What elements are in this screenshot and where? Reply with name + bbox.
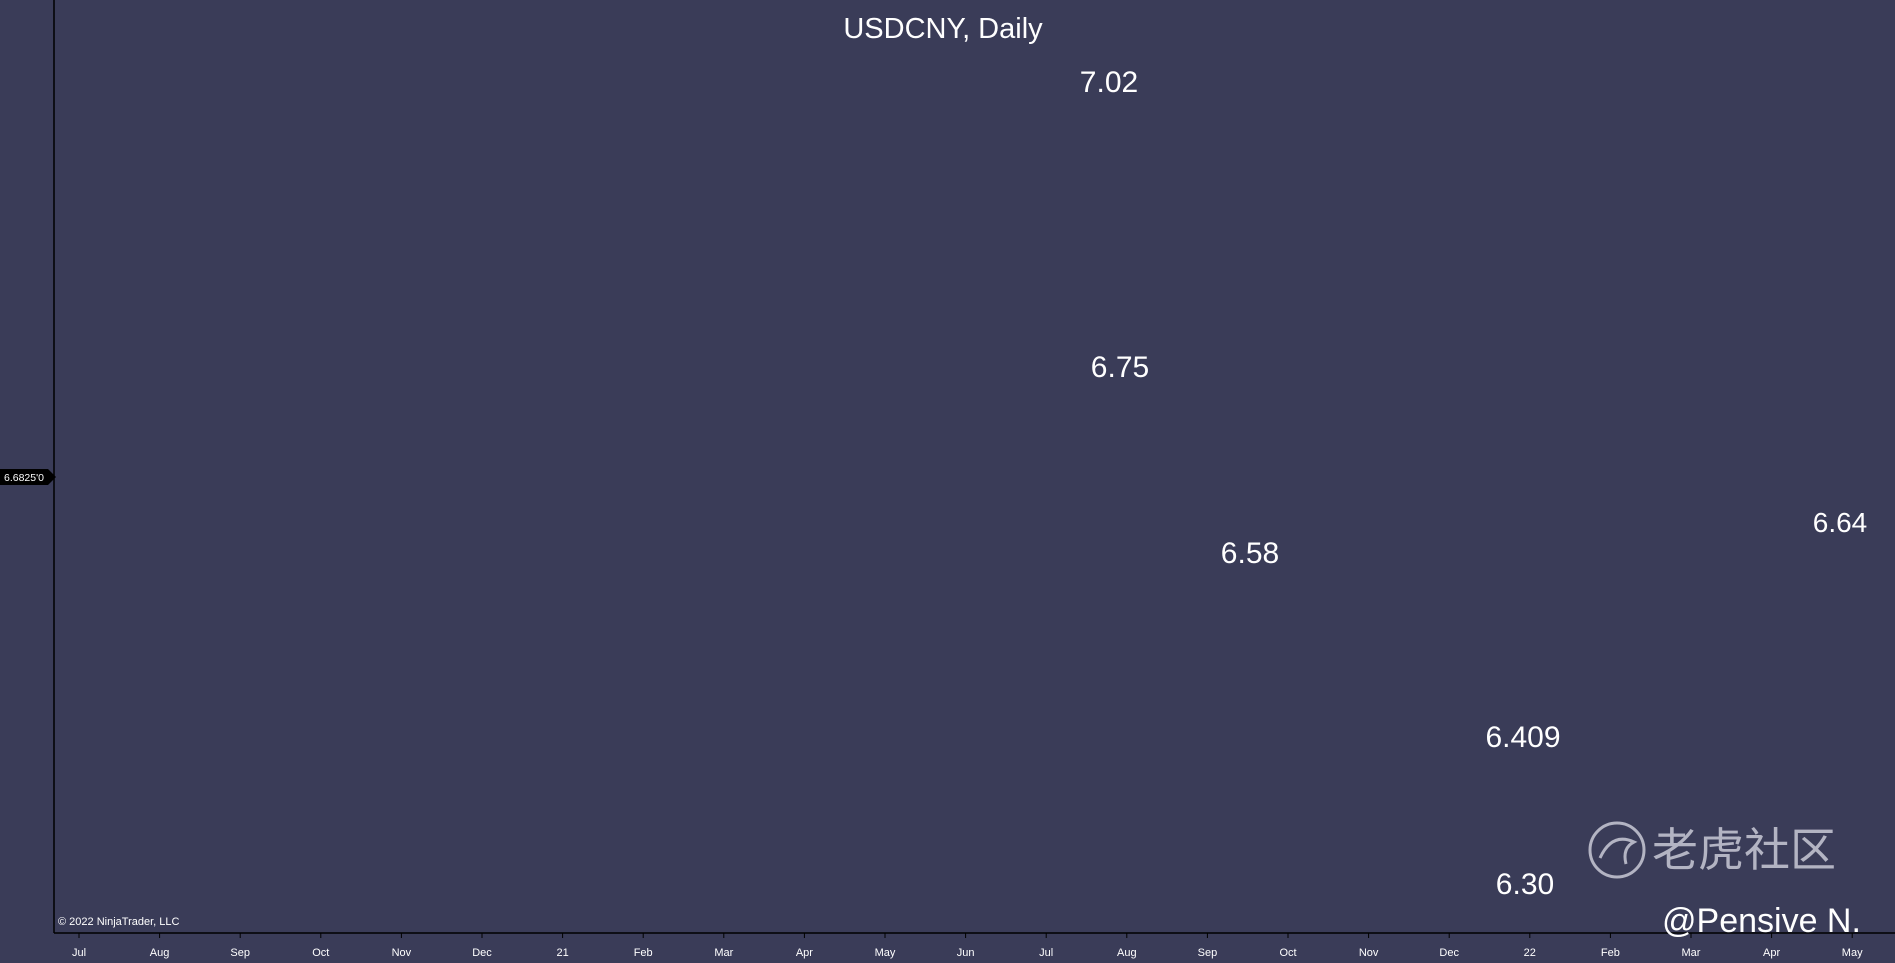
x-tick-label: Oct [1279,947,1296,959]
tiger-logo-icon [1588,821,1646,879]
x-tick-label: Nov [1359,947,1379,959]
x-tick-label: Jul [1039,947,1053,959]
x-tick-label: Nov [392,947,412,959]
x-tick-label: Aug [1117,947,1137,959]
x-tick-label: 21 [556,947,568,959]
x-tick-label: Apr [796,947,813,959]
level-label-6.30: 6.30 [1496,868,1554,901]
level-label-6.409: 6.409 [1485,721,1560,754]
level-labels: 7.02 6.75 6.58 6.409 6.30 6.64 [1080,66,1867,901]
level-label-6.58: 6.58 [1221,537,1279,570]
x-tick-label: Sep [230,947,250,959]
x-tick-label: Dec [472,947,492,959]
x-tick-label: Jul [72,947,86,959]
axes [53,0,1895,934]
level-label-6.64: 6.64 [1813,507,1868,538]
level-label-6.75: 6.75 [1091,351,1149,384]
x-tick-label: Apr [1763,947,1780,959]
tiger-logo-mark [1598,837,1638,865]
x-tick-label: Oct [312,947,329,959]
x-tick-label: Mar [714,947,733,959]
x-tick-label: May [875,947,896,959]
x-tick-labels: Jul Aug Sep Oct Nov Dec 21 Feb Mar Apr May Jun Jul Au… [72,933,1863,959]
signature: @Pensive N. [1662,902,1861,940]
x-tick-label: Feb [1601,947,1620,959]
x-tick-label: Dec [1439,947,1459,959]
x-tick-label: Feb [634,947,653,959]
watermark: 老虎社区 [1588,821,1836,879]
copyright-label: © 2022 NinjaTrader, LLC [58,916,179,928]
price-tag-shape [0,469,56,485]
x-tick-label: 22 [1524,947,1536,959]
watermark-text: 老虎社区 [1652,824,1836,876]
x-tick-label: Mar [1682,947,1701,959]
chart-title: USDCNY, Daily [843,13,1043,45]
current-price-tag: 6.6825'0 [0,469,56,485]
x-tick-label: Aug [150,947,170,959]
x-tick-label: Sep [1198,947,1218,959]
level-label-7.02: 7.02 [1080,66,1138,99]
current-price-label: 6.6825'0 [4,472,44,484]
x-tick-label: Jun [957,947,975,959]
x-tick-label: May [1842,947,1863,959]
